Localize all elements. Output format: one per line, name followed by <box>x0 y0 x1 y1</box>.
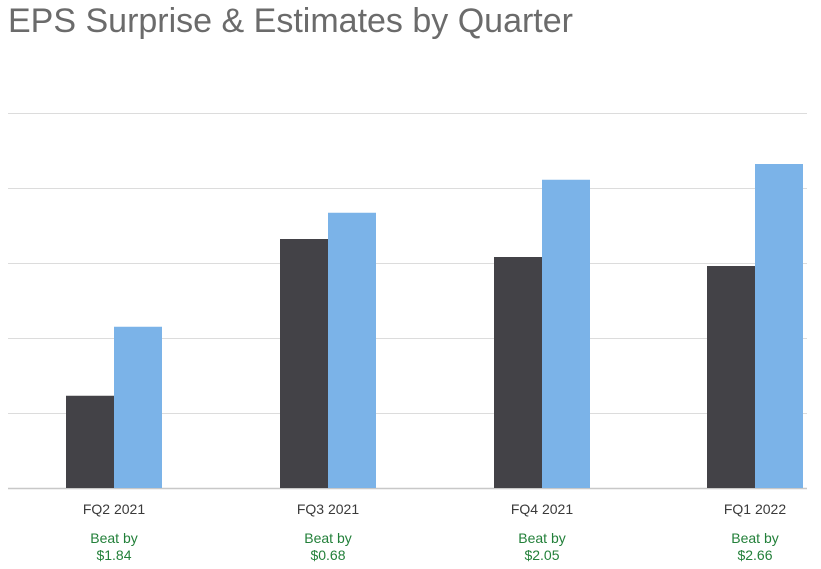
estimate-bar <box>542 179 590 488</box>
x-tick-label: FQ3 2021 <box>297 501 359 517</box>
beat-label: Beat by <box>518 530 565 546</box>
beat-amount: $2.05 <box>524 547 559 563</box>
actual-bar <box>280 239 328 488</box>
actual-bar <box>66 395 114 488</box>
x-tick-label: FQ4 2021 <box>511 501 573 517</box>
beat-amount: $1.84 <box>96 547 131 563</box>
beat-label: Beat by <box>304 530 351 546</box>
actual-bar <box>494 257 542 488</box>
beat-label: Beat by <box>731 530 778 546</box>
estimate-bar <box>755 164 803 488</box>
chart-title: EPS Surprise & Estimates by Quarter <box>8 2 573 40</box>
x-tick-label: FQ1 2022 <box>724 501 786 517</box>
beat-label: Beat by <box>90 530 137 546</box>
beat-amount: $2.66 <box>737 547 772 563</box>
actual-bar <box>707 266 755 488</box>
category-labels: FQ2 2021 FQ3 2021 FQ4 2021 FQ1 2022 <box>83 501 786 517</box>
estimate-bar <box>114 326 162 488</box>
beat-amount: $0.68 <box>310 547 345 563</box>
bars <box>66 164 803 488</box>
estimate-bar <box>328 212 376 488</box>
x-tick-label: FQ2 2021 <box>83 501 145 517</box>
